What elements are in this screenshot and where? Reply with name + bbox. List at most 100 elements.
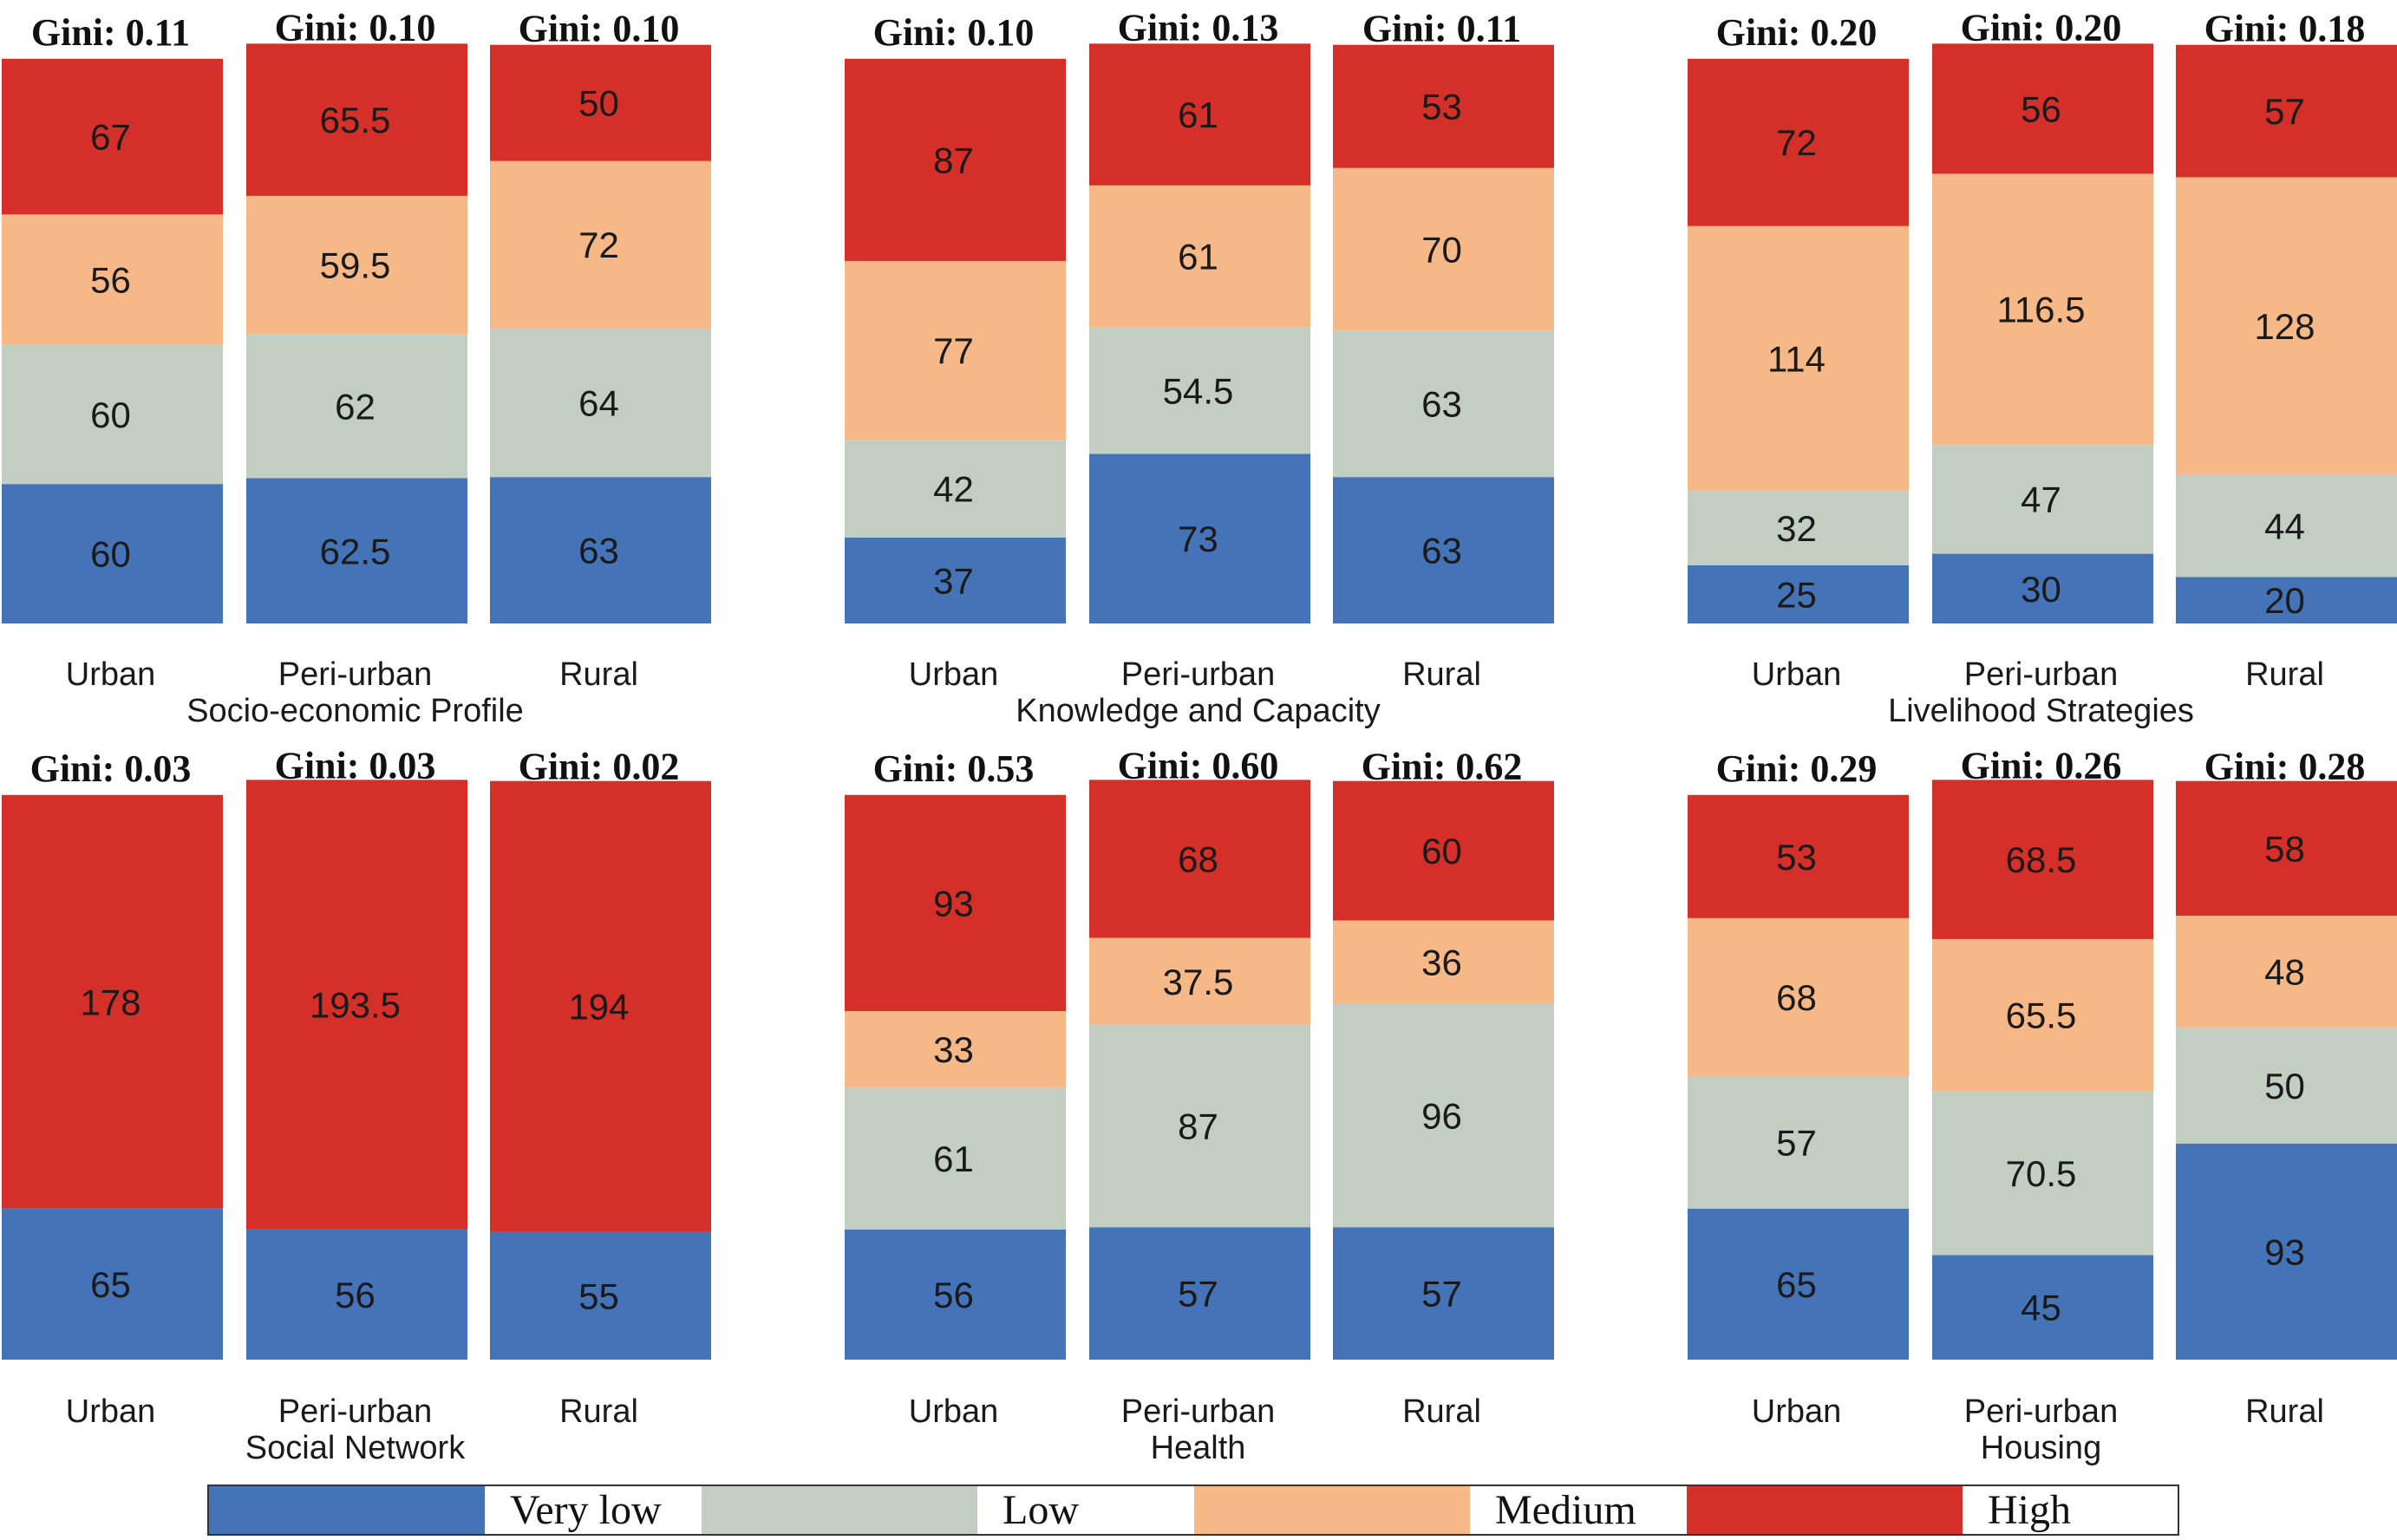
bar-segment-medium (2176, 916, 2397, 1028)
bar-segment-low (845, 440, 1066, 538)
data-label: 33 (933, 1029, 974, 1070)
data-label: 47 (2021, 480, 2061, 520)
bar-segment-very-low (1333, 1227, 1554, 1360)
legend-swatch-medium (1194, 1486, 1470, 1534)
data-label: 87 (933, 140, 974, 180)
bar-segment-medium (1333, 920, 1554, 1004)
data-label: 93 (2264, 1231, 2305, 1272)
data-label: 63 (1421, 384, 1462, 425)
data-label: 65 (90, 1264, 131, 1305)
bar-segment-high (1333, 44, 1554, 168)
bar-segment-very-low (246, 478, 467, 623)
data-label: 30 (2021, 569, 2061, 610)
bar-segment-low (2176, 1027, 2397, 1144)
bar-segment-very-low (2, 1208, 223, 1360)
bar-segment-high (490, 780, 711, 1232)
data-label: 70.5 (2006, 1153, 2077, 1194)
chart-panel-knowledge-and-capacity: 37 42 77 87 Gini: 0.10 Urban 73 54.5 61 61 Gini: 0… (845, 6, 1554, 729)
data-label: 72 (1776, 122, 1817, 163)
bar-segment-high (1688, 794, 1909, 918)
bar-segment-very-low (1932, 553, 2153, 623)
bar-segment-low (2176, 474, 2397, 578)
bar-segment-low (490, 328, 711, 478)
category-label: Rural (559, 656, 638, 693)
gini-label: Gini: 0.26 (1961, 744, 2122, 786)
panel-title: Knowledge and Capacity (1016, 693, 1380, 729)
data-label: 77 (933, 330, 974, 371)
legend-label: High (1988, 1487, 2071, 1533)
bar-segment-low (1688, 1076, 1909, 1209)
bar-segment-medium (845, 1011, 1066, 1088)
gini-label: Gini: 0.29 (1716, 747, 1878, 790)
category-label: Peri-urban (1121, 1393, 1275, 1430)
chart-panel-social-network: 65 178 Gini: 0.03 Urban 56 193.5 Gini: 0.03 Per… (2, 744, 711, 1466)
data-label: 48 (2264, 951, 2305, 992)
bar-segment-very-low (490, 1231, 711, 1360)
legend-swatch-low (702, 1486, 977, 1534)
bar-segment-low (1089, 1025, 1310, 1228)
bar-segment-medium (1688, 225, 1909, 492)
category-label: Urban (909, 656, 999, 693)
data-label: 72 (578, 225, 619, 265)
data-label: 68 (1776, 977, 1817, 1018)
bar-segment-low (1932, 444, 2153, 554)
data-label: 65.5 (320, 100, 391, 140)
bar-segment-medium (490, 160, 711, 329)
data-label: 60 (90, 395, 131, 435)
data-label: 128 (2254, 306, 2315, 347)
data-label: 60 (90, 534, 131, 575)
bar-segment-low (1932, 1091, 2153, 1256)
panel-title: Socio-economic Profile (186, 693, 524, 729)
chart-panel-socio-economic-profile: 60 60 56 67 Gini: 0.11 Urban 62.5 62 59.5 65.5 Gin… (2, 6, 711, 729)
data-label: 53 (1776, 837, 1817, 878)
gini-label: Gini: 0.20 (1961, 6, 2122, 49)
data-label: 54.5 (1163, 370, 1234, 411)
bar-segment-low (845, 1087, 1066, 1230)
bar-segment-very-low (246, 1229, 467, 1360)
data-label: 65.5 (2006, 995, 2077, 1036)
bar-segment-high (845, 58, 1066, 261)
panel-title: Housing (1981, 1430, 2101, 1466)
bar-segment-very-low (845, 1229, 1066, 1360)
gini-label: Gini: 0.03 (30, 747, 192, 790)
bar-segment-high (2, 794, 223, 1209)
data-label: 57 (1421, 1274, 1462, 1315)
bar-segment-high (1089, 43, 1310, 186)
gini-label: Gini: 0.13 (1118, 6, 1279, 49)
gini-label: Gini: 0.28 (2204, 746, 2366, 788)
data-label: 64 (578, 382, 619, 423)
bar-segment-medium (845, 260, 1066, 440)
category-label: Peri-urban (1964, 1393, 2118, 1430)
bar-segment-medium (1089, 937, 1310, 1026)
gini-label: Gini: 0.53 (873, 747, 1035, 790)
bar-segment-medium (1333, 167, 1554, 331)
category-label: Rural (2245, 656, 2324, 693)
bar-segment-medium (1089, 185, 1310, 328)
panel-title: Livelihood Strategies (1888, 693, 2194, 729)
category-label: Urban (66, 1393, 156, 1430)
data-label: 178 (80, 982, 140, 1022)
bar-segment-high (246, 43, 467, 196)
data-label: 56 (2021, 88, 2061, 129)
bar-segment-very-low (1688, 565, 1909, 623)
data-label: 56 (933, 1275, 974, 1315)
bar-segment-low (1688, 491, 1909, 565)
data-label: 67 (90, 117, 131, 158)
data-label: 116.5 (1997, 290, 2086, 330)
gini-label: Gini: 0.20 (1716, 11, 1878, 54)
data-label: 114 (1767, 338, 1826, 379)
gini-label: Gini: 0.60 (1118, 744, 1279, 786)
data-label: 62 (335, 386, 376, 427)
data-label: 63 (1421, 531, 1462, 571)
data-label: 36 (1421, 943, 1462, 983)
bar-segment-very-low (1089, 454, 1310, 623)
category-label: Peri-urban (1964, 656, 2118, 693)
bar-segment-high (1089, 780, 1310, 938)
gini-label: Gini: 0.11 (1362, 8, 1521, 50)
bar-segment-low (2, 344, 223, 485)
data-label: 45 (2021, 1288, 2061, 1328)
category-label: Peri-urban (278, 1393, 432, 1430)
bar-segment-high (2176, 44, 2397, 178)
bar-segment-low (1333, 1003, 1554, 1228)
data-label: 44 (2264, 506, 2305, 546)
